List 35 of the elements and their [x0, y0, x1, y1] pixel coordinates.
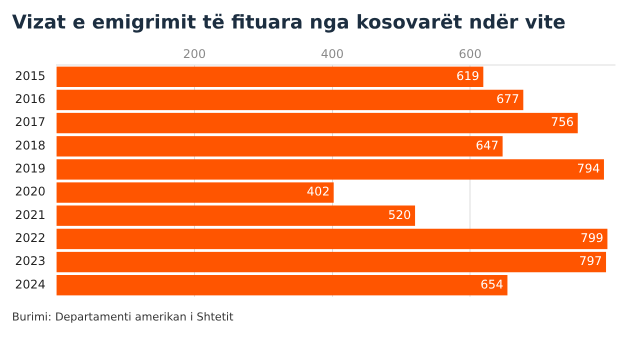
bar [56, 275, 508, 296]
bar [56, 90, 524, 110]
bar [56, 228, 608, 250]
data-label: 794 [577, 162, 600, 176]
bar [56, 182, 334, 203]
bar [56, 206, 416, 226]
data-label: 756 [550, 115, 574, 130]
y-tick-label: 2020 [14, 184, 46, 199]
y-tick-label: 2016 [14, 92, 46, 106]
data-label: 402 [306, 184, 330, 199]
y-tick-label: 2018 [14, 138, 46, 152]
data-label: 677 [496, 92, 520, 106]
bar [56, 136, 503, 156]
x-tick-label: 200 [182, 47, 206, 62]
data-label: 654 [480, 277, 504, 292]
y-tick-label: 2024 [14, 277, 46, 292]
chart-title: Vizat e emigrimit të fituara nga kosovarët ndër vite [12, 11, 566, 34]
text: Burimi: Departamenti amerikan i Shtetit [12, 310, 234, 324]
data-label: 619 [456, 68, 480, 83]
bar [56, 159, 604, 180]
data-label: 797 [579, 254, 602, 268]
bar [56, 252, 606, 272]
y-tick-label: 2021 [14, 208, 46, 222]
bar [56, 112, 578, 134]
data-label: 799 [580, 231, 604, 246]
x-tick-label: 600 [458, 47, 482, 62]
y-tick-label: 2017 [14, 115, 46, 130]
data-label: 520 [388, 208, 412, 222]
x-tick-label: 400 [320, 47, 344, 62]
data-label: 647 [476, 138, 499, 152]
y-tick-label: 2019 [14, 162, 46, 176]
y-tick-label: 2015 [14, 68, 46, 83]
bar [56, 66, 484, 87]
y-tick-label: 2022 [14, 231, 46, 246]
y-tick-label: 2023 [14, 254, 46, 268]
